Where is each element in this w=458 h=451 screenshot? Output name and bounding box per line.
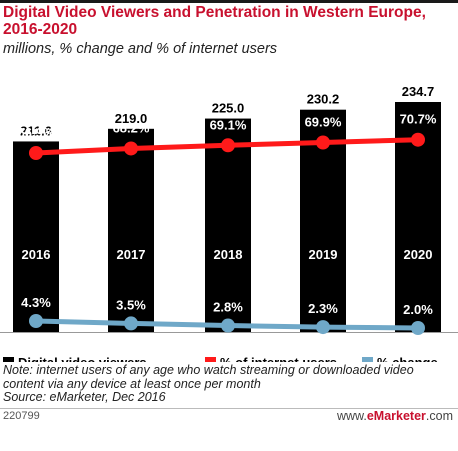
internet-users-point-2019: [316, 135, 330, 150]
internet-users-label-2017: 68.2%: [113, 120, 150, 135]
bar-value-label-2019: 230.2: [307, 92, 340, 107]
legend-label-2: % change: [377, 355, 438, 362]
brand-name: eMarketer: [366, 409, 426, 423]
bar-2018: [205, 118, 251, 332]
legend-swatch-0: [3, 357, 14, 362]
pct-change-point-2019: [316, 320, 330, 335]
legend-swatch-1: [205, 357, 216, 362]
brand-logo: www.eMarketer.com: [337, 409, 453, 423]
x-tick-label-2019: 2019: [309, 247, 338, 262]
internet-users-point-2017: [124, 141, 138, 156]
legend-swatch-2: [362, 357, 373, 362]
bar-value-label-2020: 234.7: [402, 84, 435, 99]
top-rule: [0, 0, 458, 3]
bar-2016: [13, 141, 59, 332]
brand-prefix: www.: [336, 409, 367, 423]
x-tick-label-2020: 2020: [404, 247, 433, 262]
x-tick-label-2017: 2017: [117, 247, 146, 262]
pct-change-label-2017: 3.5%: [116, 297, 146, 312]
internet-users-label-2020: 70.7%: [400, 112, 437, 127]
chart-id: 220799: [3, 410, 40, 422]
x-tick-label-2018: 2018: [214, 247, 243, 262]
pct-change-point-2018: [221, 318, 235, 333]
internet-users-point-2016: [29, 146, 43, 160]
x-tick-label-2016: 2016: [22, 247, 51, 262]
legend-label-0: Digital video viewers: [18, 355, 147, 362]
bar-value-label-2016: 211.6: [20, 123, 52, 138]
bar-value-label-2017: 219.0: [115, 111, 148, 126]
source-text: Source: eMarketer, Dec 2016: [3, 390, 166, 404]
internet-users-point-2018: [221, 138, 235, 153]
chart-note: Note: internet users of any age who watc…: [3, 363, 453, 405]
footer-rule: [0, 408, 458, 409]
bar-value-label-2018: 225.0: [212, 101, 245, 116]
note-text: Note: internet users of any age who watc…: [3, 363, 414, 391]
internet-users-label-2016: 66.9%: [18, 125, 55, 140]
pct-change-point-2017: [124, 316, 138, 331]
pct-change-label-2020: 2.0%: [403, 302, 433, 317]
pct-change-label-2018: 2.8%: [213, 300, 243, 315]
pct-change-label-2019: 2.3%: [308, 301, 338, 316]
pct-change-point-2016: [29, 314, 43, 328]
pct-change-label-2016: 4.3%: [21, 295, 51, 310]
chart-canvas: 211.6 2016 219.0 2017 225.0 2018 230.2 2019 234.…: [0, 84, 458, 362]
brand-suffix: .com: [425, 409, 453, 423]
chart-title: Digital Video Viewers and Penetration in…: [3, 4, 426, 38]
pct-change-point-2020: [411, 320, 425, 335]
internet-users-label-2018: 69.1%: [210, 117, 247, 132]
internet-users-label-2019: 69.9%: [305, 115, 342, 130]
internet-users-point-2020: [411, 132, 425, 147]
legend-label-1: % of internet users: [220, 355, 337, 362]
bar-2017: [108, 128, 154, 332]
chart-subtitle: millions, % change and % of internet use…: [3, 41, 278, 57]
